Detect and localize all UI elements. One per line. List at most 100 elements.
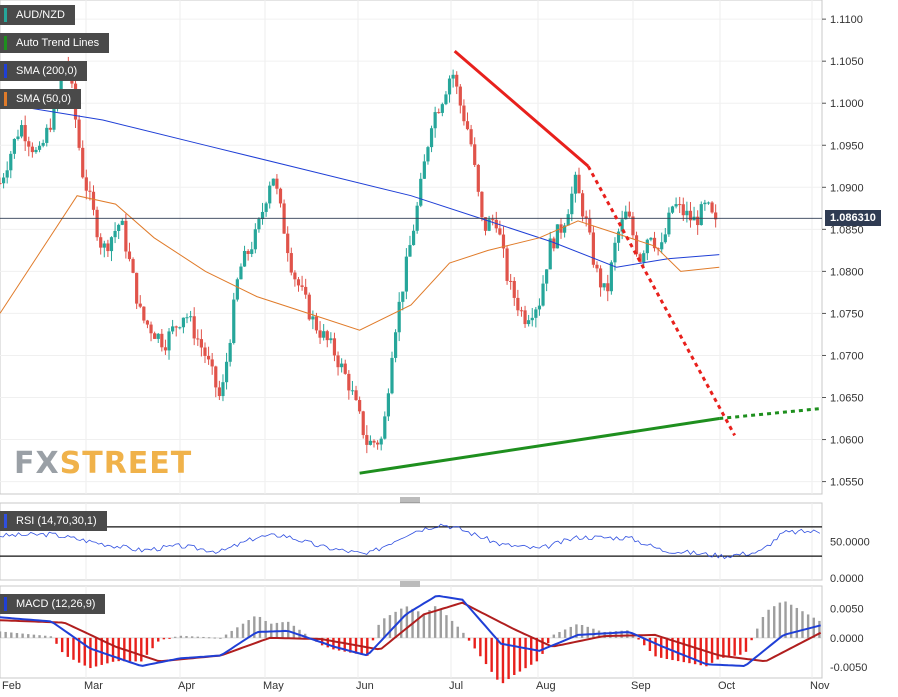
legend-rsi-label: RSI (14,70,30,1) xyxy=(16,515,97,527)
candle-body xyxy=(422,161,426,179)
macd-hist-bar xyxy=(292,625,296,638)
candle-body xyxy=(336,355,340,368)
candle-body xyxy=(178,327,182,329)
macd-hist-bar xyxy=(196,636,199,638)
macd-hist-bar xyxy=(179,635,183,638)
macd-hist-bar xyxy=(507,637,510,680)
macd-hist-bar xyxy=(716,637,719,660)
logo-fx: FX xyxy=(14,446,60,481)
candle-body xyxy=(196,338,200,340)
candle-body xyxy=(322,331,326,338)
macd-tick-label: -0.0050 xyxy=(830,662,867,674)
candle-body xyxy=(350,390,355,392)
candle-body xyxy=(390,357,394,394)
macd-hist-bar xyxy=(445,615,448,638)
legend-swatch xyxy=(4,36,7,50)
candle-body xyxy=(469,129,473,145)
candle-body xyxy=(242,250,247,267)
candle-body xyxy=(181,317,186,328)
legend-label: AUD/NZD xyxy=(16,9,65,21)
candle-body xyxy=(710,202,714,213)
candle-body xyxy=(120,220,124,225)
sma50-line xyxy=(0,195,720,331)
candle-body xyxy=(476,164,480,192)
macd-line xyxy=(0,594,821,668)
candle-body xyxy=(286,233,290,254)
macd-hist-bar xyxy=(140,637,143,662)
macd-hist-bar xyxy=(83,637,86,666)
macd-hist-bar xyxy=(671,637,674,661)
candle-body xyxy=(124,220,128,252)
candle-body xyxy=(296,279,301,286)
macd-hist-bar xyxy=(682,637,686,663)
candle-body xyxy=(480,191,484,218)
macd-hist-bar xyxy=(433,606,437,638)
candle-body xyxy=(519,310,524,312)
candle-body xyxy=(555,224,560,249)
macd-hist-bar xyxy=(383,618,386,638)
macd-hist-bar xyxy=(739,637,742,655)
candle-body xyxy=(649,237,653,240)
macd-hist-bar xyxy=(699,637,702,666)
trend-line-green-dotted xyxy=(719,406,823,421)
macd-hist-bar xyxy=(496,637,499,680)
logo-street: STREET xyxy=(59,446,193,481)
candle-body xyxy=(228,342,232,362)
macd-hist-bar xyxy=(456,626,459,638)
macd-hist-bar xyxy=(637,637,640,640)
candle-body xyxy=(509,280,513,282)
candle-body xyxy=(214,366,218,388)
legend-rsi: RSI (14,70,30,1) xyxy=(0,511,107,531)
macd-hist-bar xyxy=(626,630,629,638)
macd-hist-bar xyxy=(281,622,284,638)
macd-hist-bar xyxy=(710,637,714,663)
candle-body xyxy=(498,228,502,235)
candle-body xyxy=(570,193,574,215)
candle-body xyxy=(527,320,531,325)
candle-body xyxy=(598,268,603,288)
macd-hist-bar xyxy=(473,637,476,649)
candle-body xyxy=(688,210,693,221)
macd-hist-bar xyxy=(761,616,765,638)
macd-hist-bar xyxy=(467,637,471,641)
macd-hist-bar xyxy=(21,633,24,638)
trend-line-red-dotted xyxy=(586,165,736,437)
macd-hist-bar xyxy=(773,606,776,638)
candle-body xyxy=(685,210,689,216)
candle-body xyxy=(670,206,675,213)
macd-hist-bar xyxy=(643,637,646,646)
candle-body xyxy=(332,338,337,356)
macd-hist-bar xyxy=(405,606,409,638)
macd-hist-bar xyxy=(157,637,160,642)
candle-body xyxy=(386,393,390,417)
candle-body xyxy=(217,387,221,397)
candle-body xyxy=(174,326,178,328)
candle-body xyxy=(84,177,88,191)
macd-hist-bar xyxy=(648,637,652,652)
x-tick-label: Feb xyxy=(2,680,21,692)
candle-body xyxy=(368,440,373,445)
macd-hist-bar xyxy=(55,637,58,644)
macd-hist-bar xyxy=(609,631,612,638)
macd-hist-bar xyxy=(15,633,19,638)
candle-body xyxy=(12,138,16,154)
candle-body xyxy=(473,144,477,165)
candle-body xyxy=(91,191,96,210)
macd-signal-line xyxy=(0,601,822,663)
candle-body xyxy=(451,74,455,79)
macd-hist-bar xyxy=(343,637,346,652)
macd-hist-bar xyxy=(693,637,697,665)
candle-body xyxy=(419,178,423,206)
rsi-tick-label: 0.0000 xyxy=(830,573,864,585)
macd-hist-bar xyxy=(337,637,341,651)
macd-hist-bar xyxy=(207,637,211,639)
macd-hist-bar xyxy=(733,637,736,656)
macd-hist-bar xyxy=(586,626,589,638)
macd-hist-bar xyxy=(688,637,691,664)
candle-body xyxy=(566,214,570,226)
candle-body xyxy=(426,147,430,162)
sma200-line xyxy=(0,102,720,268)
macd-hist-bar xyxy=(134,637,137,662)
macd-hist-bar xyxy=(117,637,120,662)
